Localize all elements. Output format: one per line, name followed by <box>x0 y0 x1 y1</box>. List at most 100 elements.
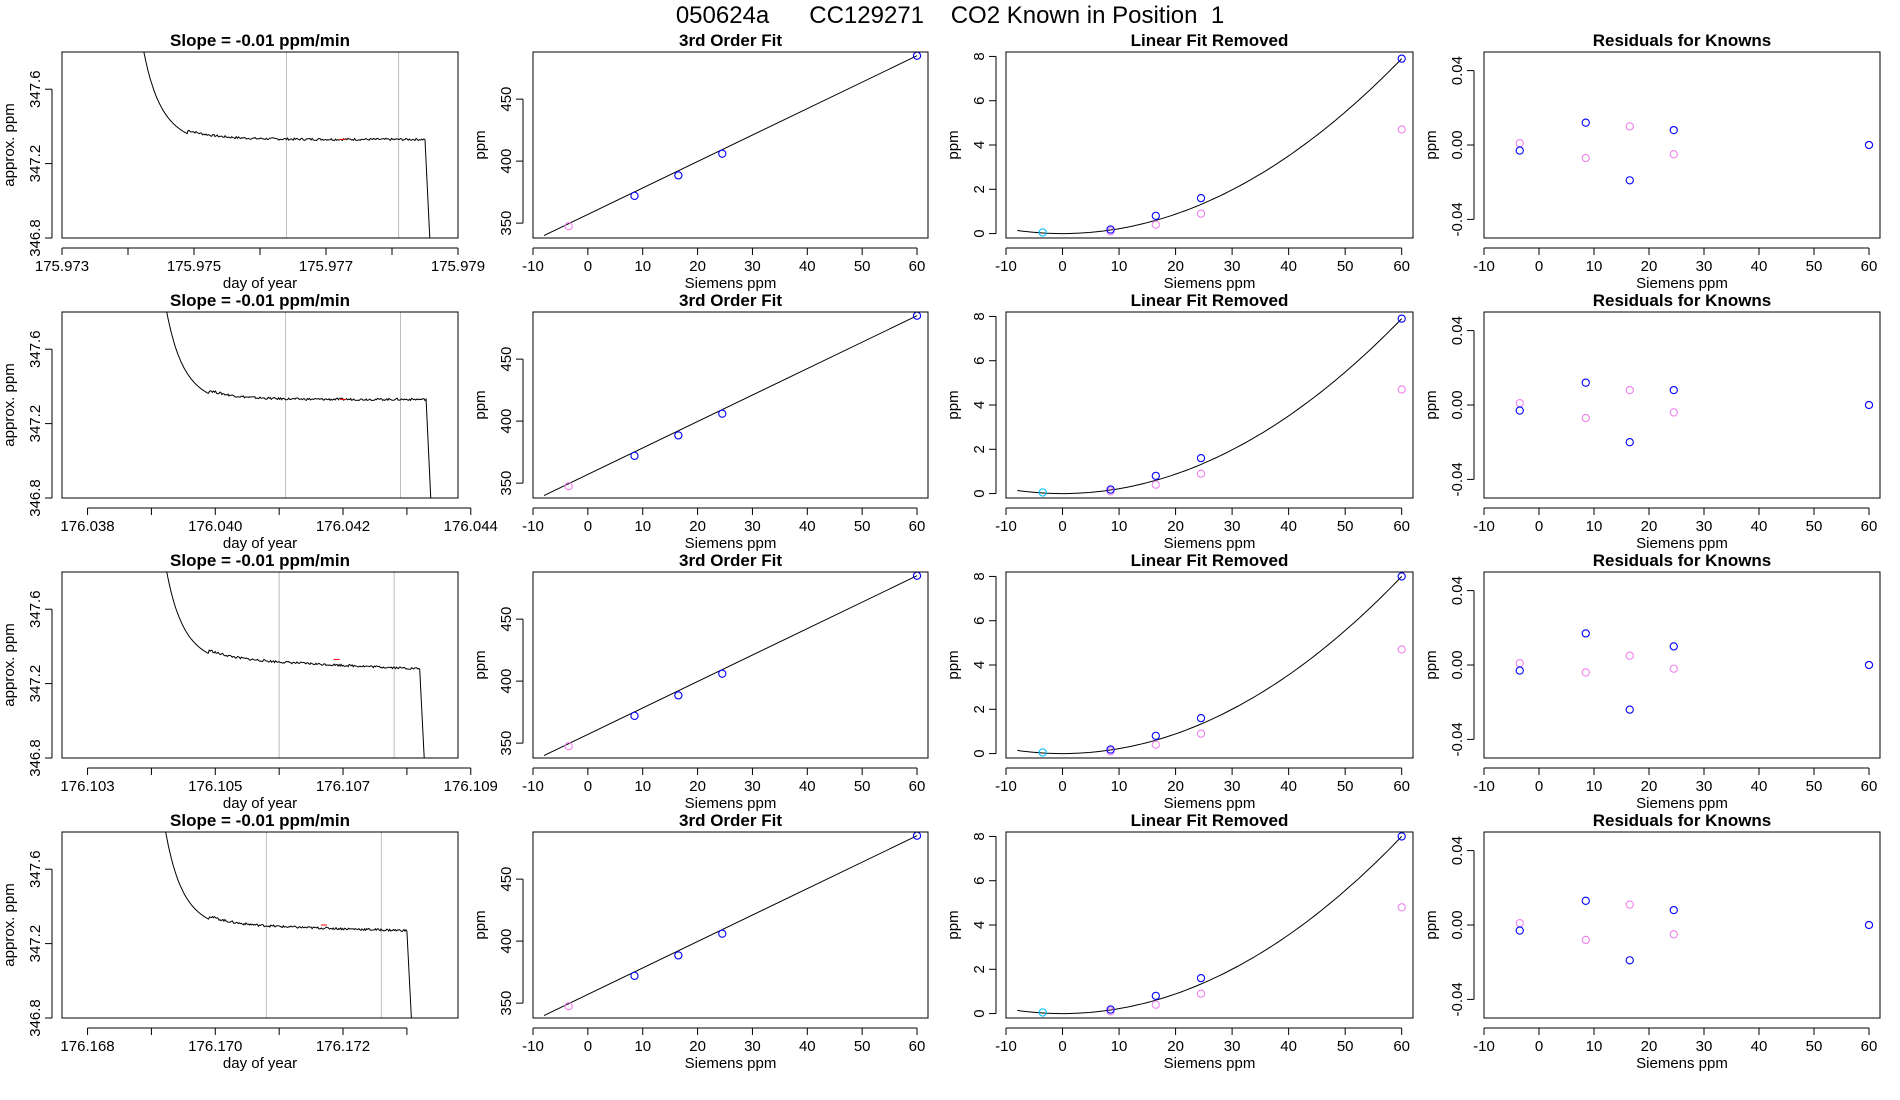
x-tick-label: 176.038 <box>60 518 114 535</box>
x-tick-label: -10 <box>995 778 1017 795</box>
x-tick-label: 0 <box>1535 258 1543 275</box>
x-tick-label: -10 <box>522 258 544 275</box>
y-tick-label: 0 <box>971 489 988 497</box>
x-tick-label: 10 <box>634 778 651 795</box>
x-tick-label: 40 <box>1751 1038 1768 1055</box>
x-tick-label: 176.103 <box>60 778 114 795</box>
data-point <box>1151 1000 1160 1009</box>
data-point <box>1196 973 1206 983</box>
x-tick-label: 20 <box>689 518 706 535</box>
x-tick-label: 175.973 <box>35 258 89 275</box>
x-tick-label: 60 <box>1393 258 1410 275</box>
quadratic-curve <box>1017 318 1403 495</box>
data-point <box>1581 668 1590 677</box>
x-axis-label: Siemens ppm <box>1636 535 1728 552</box>
x-tick-label: 0 <box>1058 1038 1066 1055</box>
ppm-trace-line <box>166 312 432 498</box>
data-point <box>1669 905 1678 915</box>
x-tick-label: 20 <box>689 1038 706 1055</box>
x-tick-label: 30 <box>1696 258 1713 275</box>
x-tick-label: -10 <box>1473 1038 1495 1055</box>
y-tick-label: 2 <box>971 965 988 973</box>
x-tick-label: 40 <box>1280 258 1297 275</box>
y-tick-label: 8 <box>971 832 988 840</box>
data-point <box>1106 745 1115 754</box>
x-tick-label: 20 <box>1641 778 1658 795</box>
x-axis-label: Siemens ppm <box>685 275 777 292</box>
fit-line <box>543 835 918 1016</box>
data-point <box>1397 125 1406 134</box>
data-point <box>1669 385 1678 395</box>
data-point <box>1669 664 1678 673</box>
y-tick-label: 0.04 <box>1449 836 1466 865</box>
timeseries-panel: Slope = -0.01 ppm/min 176.103 176.105 176.1… <box>1 551 498 812</box>
y-tick-label: 2 <box>971 705 988 713</box>
y-tick-label: 347.2 <box>27 925 44 963</box>
x-tick-label: 30 <box>1224 778 1241 795</box>
data-point <box>1515 926 1524 935</box>
y-tick-label: 0.04 <box>1449 56 1466 85</box>
plot-frame <box>1005 831 1414 1019</box>
x-tick-label: 40 <box>1280 1038 1297 1055</box>
x-tick-label: 10 <box>1586 1038 1603 1055</box>
x-tick-label: 20 <box>1641 258 1658 275</box>
data-point <box>1625 705 1634 714</box>
y-tick-label: 2 <box>971 445 988 453</box>
data-point <box>630 191 639 200</box>
panel-title: Residuals for Knowns <box>1593 291 1772 310</box>
data-point <box>1669 125 1678 135</box>
x-tick-label: 20 <box>1167 258 1184 275</box>
x-tick-label: 175.977 <box>299 258 353 275</box>
x-tick-label: 176.044 <box>444 518 498 535</box>
x-tick-label: 60 <box>1393 518 1410 535</box>
quadratic-curve <box>1017 576 1403 755</box>
data-point <box>1106 485 1115 494</box>
y-tick-label: 6 <box>971 97 988 105</box>
fit-panel: 3rd Order Fit -10 0 10 20 30 40 50 60 Siemens ppm… <box>472 811 929 1072</box>
timeseries-panel: Slope = -0.01 ppm/min 175.973 175.975 175.9… <box>1 31 485 292</box>
x-tick-label: 60 <box>1861 518 1878 535</box>
data-point <box>1581 935 1590 945</box>
x-tick-label: 50 <box>1806 1038 1823 1055</box>
x-tick-label: 176.170 <box>188 1038 242 1055</box>
data-point <box>1515 658 1524 668</box>
plot-frame <box>1483 51 1881 239</box>
plot-frame <box>1483 831 1881 1019</box>
x-tick-label: 60 <box>1393 1038 1410 1055</box>
y-tick-label: 0 <box>971 229 988 237</box>
panel-title: Linear Fit Removed <box>1131 31 1289 50</box>
data-point <box>1864 400 1874 410</box>
row-4: Slope = -0.01 ppm/min 176.168 176.170 176.1… <box>1 811 1881 1072</box>
x-tick-label: 10 <box>1111 778 1128 795</box>
x-tick-label: 50 <box>854 258 871 275</box>
y-axis-label: approx. ppm <box>1 363 18 446</box>
x-tick-label: 40 <box>1751 518 1768 535</box>
plot-frame <box>532 311 929 499</box>
data-point <box>1038 1008 1047 1017</box>
data-point <box>1515 398 1524 408</box>
x-axis-label: Siemens ppm <box>1636 1055 1728 1072</box>
x-axis-label: Siemens ppm <box>1164 275 1256 292</box>
x-tick-label: 30 <box>1224 1038 1241 1055</box>
y-tick-label: 8 <box>971 312 988 320</box>
ppm-trace-line <box>165 832 412 1018</box>
x-tick-label: 40 <box>799 518 816 535</box>
data-point <box>674 431 683 440</box>
y-tick-label: 347.6 <box>27 330 44 368</box>
y-tick-label: 346.8 <box>27 219 44 257</box>
y-tick-label: 4 <box>971 661 988 669</box>
y-tick-label: 450 <box>498 607 515 632</box>
x-tick-label: 20 <box>689 778 706 795</box>
y-tick-label: 350 <box>498 211 515 236</box>
y-tick-label: 4 <box>971 141 988 149</box>
data-point <box>1625 385 1634 395</box>
y-tick-label: 346.8 <box>27 999 44 1037</box>
y-tick-label: -0.04 <box>1449 462 1466 496</box>
x-tick-label: -10 <box>995 1038 1017 1055</box>
x-tick-label: 20 <box>1641 518 1658 535</box>
y-axis-label: approx. ppm <box>1 103 18 186</box>
x-tick-label: 176.040 <box>188 518 242 535</box>
x-tick-label: -10 <box>995 258 1017 275</box>
data-point <box>564 222 573 231</box>
